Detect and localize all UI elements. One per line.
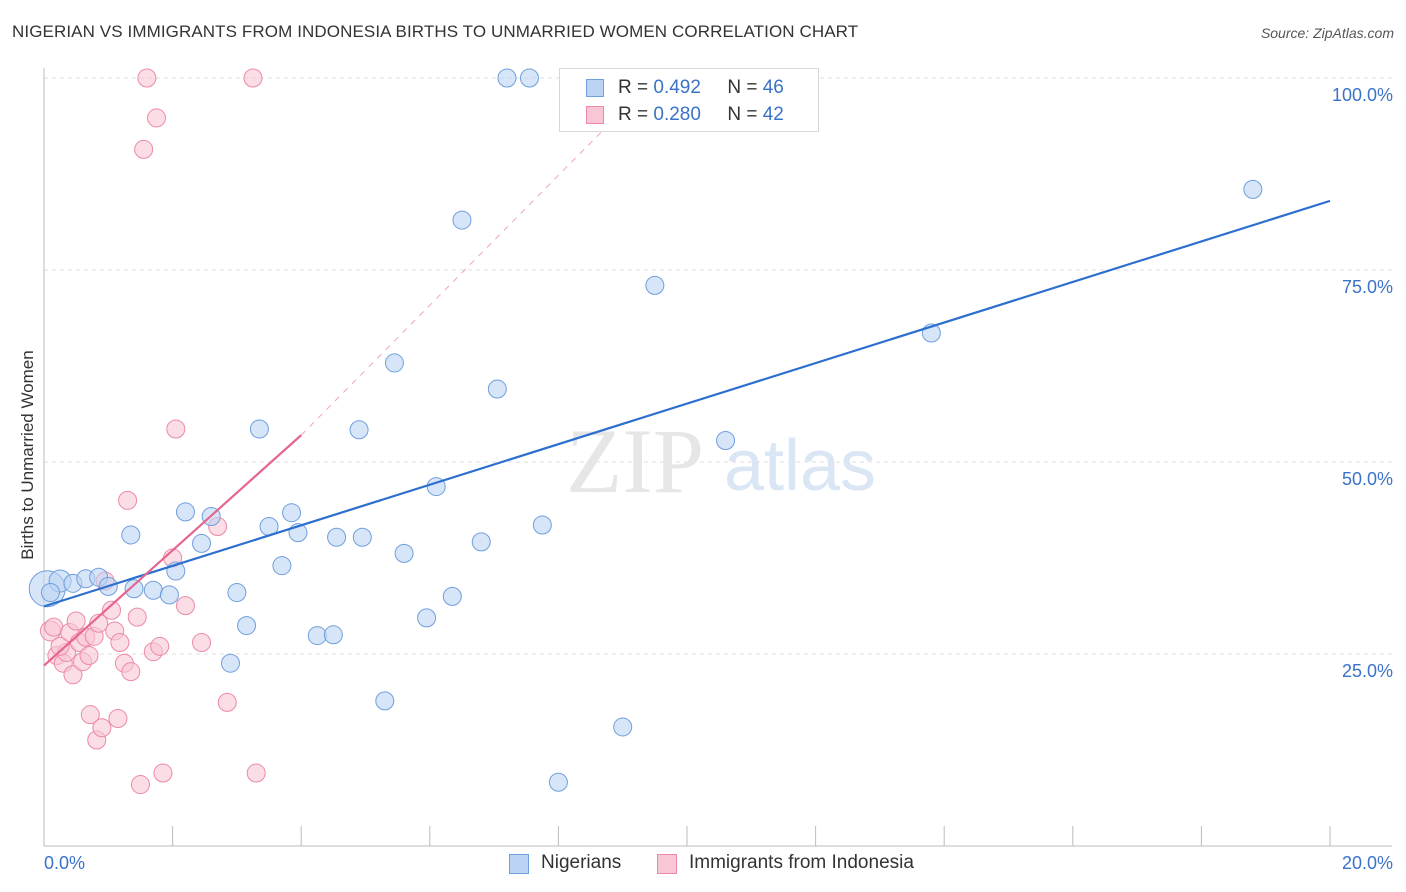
y-tick-label-50: 50.0% (1342, 469, 1393, 489)
point-nigerians (613, 717, 633, 737)
point-nigerians (442, 586, 462, 606)
point-nigerians (519, 68, 539, 88)
point-nigerians (384, 353, 404, 373)
point-nigerians (327, 527, 347, 547)
trend-lines (43, 77, 1331, 667)
point-nigerians (532, 515, 552, 535)
point-nigerians (497, 68, 517, 88)
point-nigerians (237, 616, 257, 636)
point-indonesia (80, 705, 100, 725)
point-nigerians (192, 533, 212, 553)
point-nigerians (1243, 179, 1263, 199)
point-nigerians (471, 532, 491, 552)
correlation-legend: R = 0.492 N = 46 R = 0.280 N = 42 (559, 68, 819, 132)
point-nigerians (487, 379, 507, 399)
point-indonesia (79, 646, 99, 666)
point-indonesia (110, 632, 130, 652)
point-nigerians (282, 503, 302, 523)
point-indonesia (246, 763, 266, 783)
axes (43, 68, 1392, 847)
point-indonesia (108, 709, 128, 729)
point-indonesia (243, 68, 263, 88)
watermark: ZIP atlas (566, 410, 876, 512)
legend-r-value-indonesia: 0.280 (653, 104, 701, 125)
legend-r-value-nigerians: 0.492 (653, 77, 701, 98)
point-indonesia (92, 718, 112, 738)
point-nigerians (352, 527, 372, 547)
point-nigerians (394, 543, 414, 563)
point-indonesia (217, 692, 237, 712)
tick-labels: 25.0% 50.0% 75.0% 100.0% 0.0% 20.0% (44, 85, 1393, 873)
point-nigerians (272, 556, 292, 576)
watermark-atlas: atlas (724, 426, 876, 506)
point-indonesia (150, 636, 170, 656)
y-tick-label-25: 25.0% (1342, 661, 1393, 681)
point-nigerians (452, 210, 472, 230)
legend-swatch-pink (586, 106, 604, 124)
point-indonesia (127, 607, 147, 627)
bottom-legend-label-indonesia: Immigrants from Indonesia (689, 852, 914, 873)
point-nigerians (143, 580, 163, 600)
point-indonesia (153, 763, 173, 783)
trend-line-indonesia (43, 434, 302, 667)
point-indonesia (63, 665, 83, 685)
watermark-zip: ZIP (566, 410, 704, 512)
source-label: Source: ZipAtlas.com (1260, 25, 1394, 41)
trend-line-nigerians (43, 199, 1331, 608)
point-indonesia (130, 775, 150, 795)
point-nigerians (349, 420, 369, 440)
bottom-legend-swatch-pink (657, 854, 677, 874)
point-nigerians (124, 579, 144, 599)
point-indonesia (66, 611, 86, 631)
bottom-legend-label-nigerians: Nigerians (541, 852, 622, 873)
legend-n-label: N = (727, 104, 758, 125)
point-nigerians (417, 608, 437, 628)
point-nigerians (307, 626, 327, 646)
legend-r-label: R = (618, 104, 649, 125)
x-tick-label-max: 20.0% (1342, 853, 1393, 873)
grid-lines (44, 77, 1392, 655)
point-nigerians (716, 430, 736, 450)
point-indonesia (44, 617, 64, 637)
y-tick-label-100: 100.0% (1332, 85, 1393, 105)
y-tick-label-75: 75.0% (1342, 277, 1393, 297)
legend-n-value-nigerians: 46 (762, 77, 784, 98)
point-nigerians (40, 583, 60, 603)
point-indonesia (121, 662, 141, 682)
point-nigerians (175, 502, 195, 522)
point-indonesia (175, 596, 195, 616)
point-nigerians (220, 653, 240, 673)
point-indonesia (50, 636, 70, 656)
point-nigerians (645, 275, 665, 295)
point-nigerians (548, 772, 568, 792)
point-nigerians (159, 585, 179, 605)
point-nigerians (121, 525, 141, 545)
legend-n-label: N = (727, 77, 758, 98)
legend-r-label: R = (618, 77, 649, 98)
bottom-legend-swatch-blue (509, 854, 529, 874)
point-indonesia (166, 419, 186, 439)
chart-title: NIGERIAN VS IMMIGRANTS FROM INDONESIA BI… (12, 22, 859, 41)
point-nigerians (375, 691, 395, 711)
point-indonesia (118, 490, 138, 510)
point-nigerians (249, 419, 269, 439)
point-indonesia (134, 139, 154, 159)
point-indonesia (137, 68, 157, 88)
point-nigerians (227, 583, 247, 603)
legend-n-value-indonesia: 42 (762, 104, 784, 125)
point-indonesia (192, 632, 212, 652)
legend-swatch-blue (586, 79, 604, 97)
point-indonesia (147, 108, 167, 128)
x-tick-label-min: 0.0% (44, 853, 85, 873)
point-nigerians (323, 625, 343, 645)
series-indonesia-points (39, 68, 266, 795)
point-indonesia (102, 600, 122, 620)
